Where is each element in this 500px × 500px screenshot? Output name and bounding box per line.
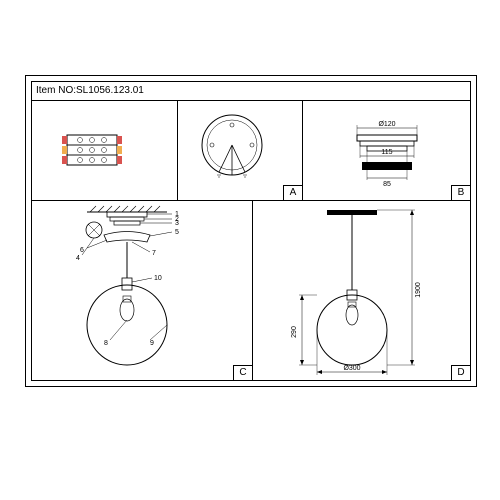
dim-total-height: 1900 bbox=[415, 282, 422, 298]
outer-frame: Item NO:SL1056.123.01 bbox=[25, 75, 477, 387]
dim-sphere-diameter: Ø300 bbox=[343, 365, 360, 372]
panel-terminal bbox=[32, 100, 178, 200]
panel-A: A bbox=[177, 100, 303, 200]
callout-5: 5 bbox=[175, 229, 179, 236]
panel-B: Ø120 115 85 B bbox=[302, 100, 470, 200]
dim-w-inner: 85 bbox=[383, 181, 391, 188]
title-bar: Item NO:SL1056.123.01 bbox=[32, 82, 470, 101]
panel-label-D: D bbox=[451, 365, 470, 380]
callout-4: 4 bbox=[76, 255, 80, 262]
panel-C: 1 2 3 5 6 7 4 10 8 9 C bbox=[32, 200, 253, 380]
panel-D: 1900 290 Ø300 D bbox=[252, 200, 470, 380]
dim-w-mid: 115 bbox=[381, 149, 392, 156]
callout-9: 9 bbox=[150, 340, 154, 347]
inner-frame: Item NO:SL1056.123.01 bbox=[31, 81, 471, 381]
canopy-side-svg: Ø120 115 85 bbox=[302, 100, 470, 200]
callout-3: 3 bbox=[175, 220, 179, 227]
row-2: 1 2 3 5 6 7 4 10 8 9 C bbox=[32, 200, 470, 380]
callout-6: 6 bbox=[80, 247, 84, 254]
assembly-svg: 1 2 3 5 6 7 4 10 8 9 bbox=[32, 200, 252, 380]
item-no: SL1056.123.01 bbox=[76, 85, 144, 96]
panel-label-B: B bbox=[451, 185, 470, 200]
item-no-label: Item NO: bbox=[36, 85, 76, 96]
panel-label-A: A bbox=[283, 185, 302, 200]
dim-sphere-height: 290 bbox=[291, 326, 298, 338]
pendant-dim-svg: 1900 290 Ø300 bbox=[252, 200, 470, 380]
callout-10: 10 bbox=[154, 275, 162, 282]
row-1: A Ø120 115 bbox=[32, 100, 470, 201]
terminal-svg bbox=[32, 100, 177, 200]
panel-label-C: C bbox=[233, 365, 252, 380]
callout-7: 7 bbox=[152, 250, 156, 257]
callout-8: 8 bbox=[104, 340, 108, 347]
dim-diameter-top: Ø120 bbox=[378, 121, 395, 128]
